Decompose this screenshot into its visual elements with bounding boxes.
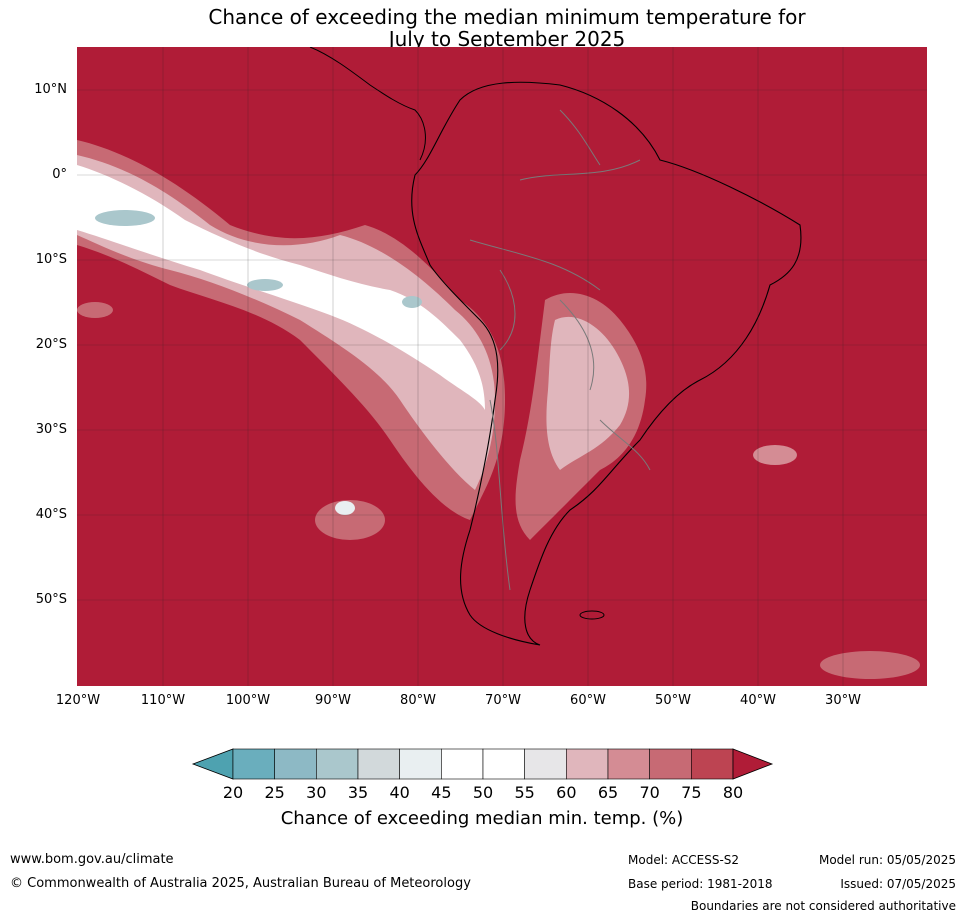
model-run-date: Model run: 05/05/2025 [818,853,956,867]
map-title-line-1: Chance of exceeding the median minimum t… [208,5,806,29]
colorbar-cell [441,748,484,780]
colorbar-tick-label: 70 [639,783,660,802]
colorbar-cell [316,748,359,780]
lon-label-70w: 70°W [485,693,521,708]
lat-label-30s: 30°S [35,422,67,437]
colorbar-high-extension [732,748,774,780]
colorbar-tick-label: 35 [347,783,369,802]
colorbar-tick-label: 55 [514,783,535,802]
colorbar-cell [232,748,275,780]
colorbar-tick-label: 65 [597,783,619,802]
base-period: Base period: 1981-2018 [628,877,773,891]
lon-label-40w: 40°W [740,693,776,708]
lon-label-90w: 90°W [315,693,351,708]
website-link[interactable]: www.bom.gov.au/climate [10,852,174,867]
lat-label-10s: 10°S [35,252,67,267]
colorbar-cell [607,748,650,780]
colorbar-cell [274,748,317,780]
lon-label-60w: 60°W [570,693,606,708]
colorbar-tick-label: 45 [431,783,452,802]
band-60-south [335,501,355,515]
band-45 [402,296,422,308]
map-title-line-2: July to September 2025 [388,27,626,51]
band-60-east [546,316,630,470]
colorbar-cell [357,748,400,780]
lon-label-50w: 50°W [655,693,691,708]
colorbar-tick-label: 20 [222,783,244,802]
lat-label-0: 0° [52,167,67,182]
central-america-coastline [309,47,426,161]
colorbar-label: Chance of exceeding median min. temp. (%… [280,808,684,829]
lon-label-80w: 80°W [400,693,436,708]
lat-label-40s: 40°S [35,507,67,522]
band-70-nw [77,302,113,318]
model-name: Model: ACCESS-S2 [628,853,740,867]
band-45 [247,279,283,291]
colorbar [191,748,774,780]
colorbar-tick-label: 50 [472,783,494,802]
lat-label-50s: 50°S [35,592,67,607]
colorbar-low-extension [191,748,234,780]
lon-label-110w: 110°W [140,693,186,708]
lon-label-30w: 30°W [825,693,861,708]
country-borders [469,109,651,591]
probability-map [77,47,927,686]
lon-label-100w: 100°W [225,693,271,708]
band-70-south [315,500,385,540]
colorbar-tick-label: 25 [264,783,285,802]
colorbar-tick-label: 40 [389,783,410,802]
lon-label-120w: 120°W [55,693,101,708]
band-70-atlantic [753,445,797,465]
south-america-coastline [411,81,802,646]
colorbar-cell [399,748,442,780]
colorbar-tick-label: 30 [306,783,327,802]
falkland-islands [579,610,605,620]
colorbar-cell [691,748,734,780]
colorbar-cell [566,748,609,780]
colorbar-tick-label: 75 [681,783,702,802]
issued-date: Issued: 07/05/2025 [840,877,956,891]
band-45 [95,210,155,226]
colorbar-cell [482,748,525,780]
colorbar-cell [524,748,567,780]
colorbar-tick-label: 60 [556,783,577,802]
lat-label-10n: 10°N [34,82,67,97]
lat-label-20s: 20°S [35,337,67,352]
copyright-notice: © Commonwealth of Australia 2025, Austra… [10,876,471,891]
colorbar-tick-label: 80 [722,783,744,802]
colorbar-cell [649,748,692,780]
boundary-disclaimer: Boundaries are not considered authoritat… [690,899,956,913]
band-70-se [820,651,920,679]
